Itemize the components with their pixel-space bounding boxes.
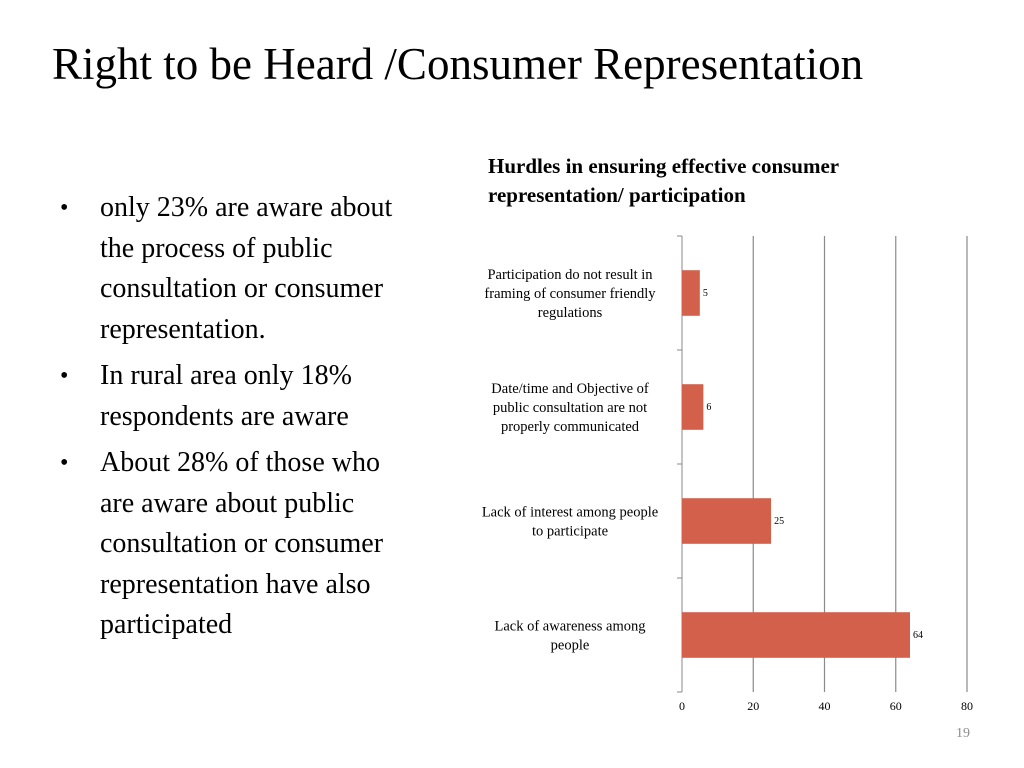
data-label: 64 — [913, 630, 923, 641]
bullet-item: • only 23% are aware about the process of… — [60, 188, 410, 350]
data-label: 25 — [774, 516, 784, 527]
bullet-text: About 28% of those who are aware about p… — [100, 447, 384, 640]
x-tick-label: 60 — [890, 699, 902, 713]
data-label: 6 — [706, 402, 711, 413]
category-label: properly communicated — [501, 419, 640, 435]
x-tick-label: 80 — [961, 699, 973, 713]
chart-title: Hurdles in ensuring effective consumer r… — [488, 152, 948, 210]
category-label: Participation do not result in — [487, 267, 653, 283]
category-label: Lack of awareness among — [495, 619, 646, 635]
category-label: to participate — [532, 524, 608, 540]
bullet-item: • In rural area only 18% respondents are … — [60, 356, 410, 437]
bullet-item: • About 28% of those who are aware about … — [60, 443, 410, 646]
bar — [682, 612, 910, 658]
bullet-dot-icon: • — [60, 363, 69, 389]
page-number: 19 — [956, 726, 970, 741]
bullet-text: only 23% are aware about the process of … — [100, 192, 393, 345]
category-label: public consultation are not — [493, 400, 647, 416]
category-label: regulations — [538, 305, 603, 321]
x-tick-label: 0 — [679, 699, 685, 713]
bullet-list: • only 23% are aware about the process of… — [60, 188, 410, 652]
category-label: Lack of interest among people — [482, 505, 658, 521]
bar — [682, 384, 704, 430]
bullet-dot-icon: • — [60, 195, 69, 221]
bullet-dot-icon: • — [60, 450, 69, 476]
bar — [682, 498, 772, 544]
category-label: Date/time and Objective of — [491, 381, 649, 397]
chart-title-line: representation/ participation — [488, 183, 746, 207]
category-label: framing of consumer friendly — [484, 286, 656, 302]
data-label: 5 — [703, 288, 708, 299]
chart-title-line: Hurdles in ensuring effective consumer — [488, 154, 840, 178]
category-label: people — [551, 638, 590, 654]
x-tick-label: 20 — [747, 699, 759, 713]
bar — [682, 270, 700, 316]
x-tick-label: 40 — [819, 699, 831, 713]
slide-title: Right to be Heard /Consumer Representati… — [52, 39, 864, 89]
bullet-text: In rural area only 18% respondents are a… — [100, 360, 352, 432]
